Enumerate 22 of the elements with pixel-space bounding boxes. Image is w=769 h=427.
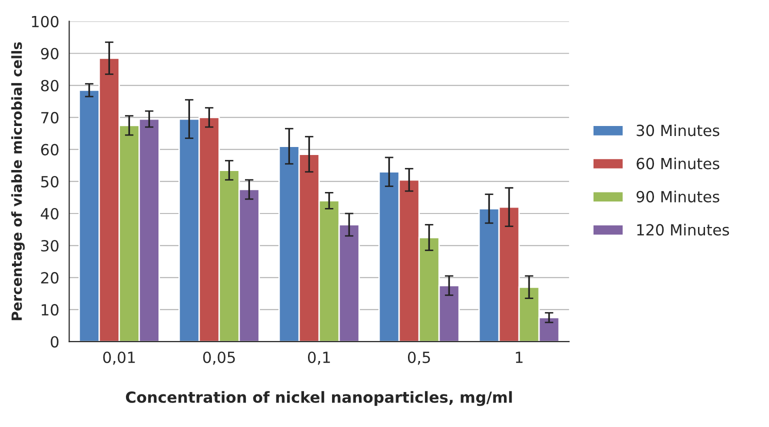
x-tick-label: 0,01 — [103, 352, 135, 365]
legend-label: 30 Minutes — [636, 124, 720, 136]
legend-label: 120 Minutes — [637, 224, 729, 236]
x-tick-label: 1 — [516, 352, 523, 363]
y-tick-label: 20 — [41, 272, 58, 284]
y-tick-label: 10 — [42, 304, 58, 316]
y-tick-label: 50 — [41, 176, 58, 188]
legend-label: 90 Minutes — [636, 190, 720, 202]
y-tick-label: 70 — [41, 112, 58, 124]
y-tick-label: 80 — [41, 80, 58, 92]
x-axis-title: Concentration of nickel nanoparticles, mg/ml — [126, 391, 512, 406]
legend-label: 60 Minutes — [636, 158, 720, 170]
y-tick-label: 90 — [41, 48, 58, 60]
x-tick-label: 0,5 — [408, 352, 430, 365]
x-tick-label: 0,1 — [308, 352, 330, 365]
y-tick-label: 40 — [40, 208, 58, 220]
y-tick-label: 100 — [32, 16, 58, 28]
y-tick-label: 30 — [41, 240, 58, 252]
y-axis-title: Percentage of viable microbial cells — [11, 42, 25, 320]
y-tick-label: 60 — [41, 144, 58, 156]
y-tick-label: 0 — [50, 336, 58, 348]
x-tick-label: 0,05 — [203, 352, 235, 365]
